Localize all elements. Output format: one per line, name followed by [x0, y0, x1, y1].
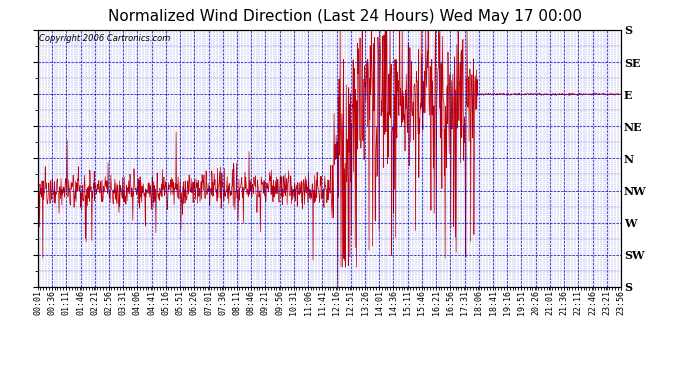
Text: Copyright 2006 Cartronics.com: Copyright 2006 Cartronics.com — [39, 34, 170, 43]
Text: Normalized Wind Direction (Last 24 Hours) Wed May 17 00:00: Normalized Wind Direction (Last 24 Hours… — [108, 9, 582, 24]
